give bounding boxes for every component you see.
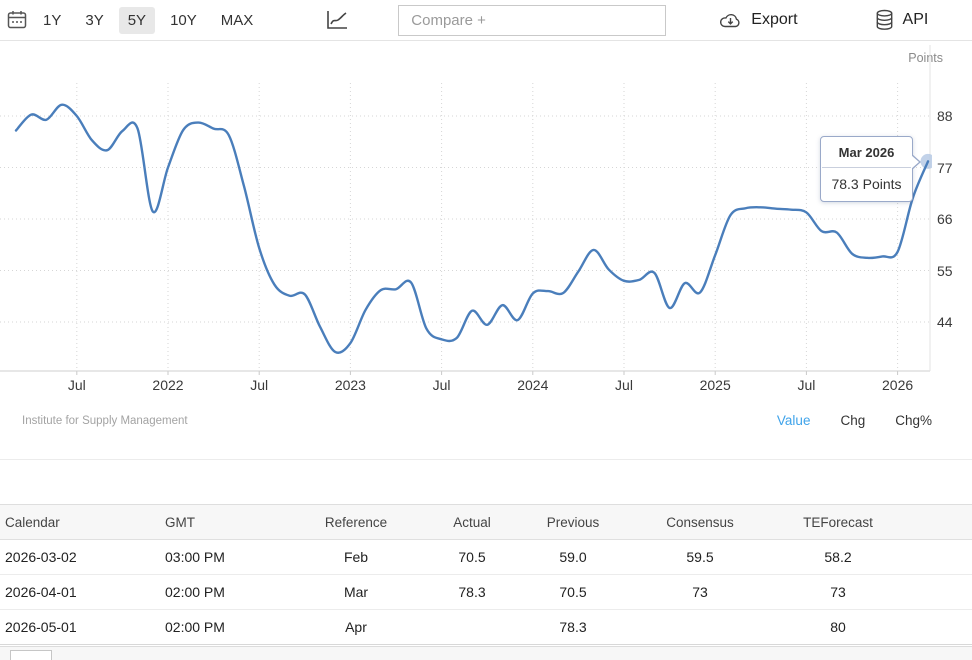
calendar-table-section: Calendar GMT Reference Actual Previous Consen…: [0, 504, 972, 645]
x-axis-label: 2025: [699, 377, 731, 393]
column-header-previous: Previous: [546, 514, 600, 530]
export-label: Export: [751, 11, 798, 28]
y-axis-unit-label: Points: [908, 51, 943, 65]
compare-field-wrap: [398, 4, 667, 36]
table-row: 2026-04-01 02:00 PM Mar 78.3 70.5 73 73: [0, 575, 972, 610]
mode-link-value[interactable]: Value: [776, 413, 811, 428]
table-cell: 02:00 PM: [165, 619, 225, 635]
x-axis-label: Jul: [615, 377, 633, 393]
table-cell: 73: [830, 584, 846, 600]
column-header-teforecast: TEForecast: [803, 514, 873, 530]
date-range-picker-button[interactable]: [6, 6, 28, 34]
api-button[interactable]: API: [874, 9, 929, 31]
x-axis-label: 2023: [334, 377, 366, 393]
y-axis-label: 55: [937, 262, 953, 279]
x-axis-label: Jul: [797, 377, 816, 393]
range-button-10y[interactable]: 10Y: [161, 7, 206, 34]
table-cell: 2026-04-01: [5, 584, 77, 600]
mode-link-chg-pct[interactable]: Chg%: [895, 413, 932, 428]
range-button-1y[interactable]: 1Y: [34, 7, 70, 34]
table-cell: 70.5: [458, 549, 486, 565]
column-header-calendar: Calendar: [5, 514, 60, 530]
x-axis-label: Jul: [250, 377, 269, 393]
table-cell: 59.0: [559, 549, 587, 565]
table-cell: 59.5: [686, 549, 714, 565]
bottom-strip: [0, 646, 972, 660]
table-cell: Feb: [343, 549, 369, 565]
tooltip-date: Mar 2026: [838, 145, 895, 160]
column-header-gmt: GMT: [165, 514, 195, 530]
column-header-actual: Actual: [453, 514, 491, 530]
table-cell: Mar: [343, 584, 369, 600]
table-cell: 73: [692, 584, 708, 600]
table-cell: 02:00 PM: [165, 584, 225, 600]
x-axis-label: 2024: [517, 377, 549, 393]
price-chart[interactable]: [0, 45, 932, 379]
table-cell: Apr: [345, 619, 367, 635]
table-cell: 78.3: [559, 619, 587, 635]
x-axis-labels: Jul 2022 Jul 2023 Jul 2024 Jul 2025 Jul 2026: [0, 377, 932, 397]
export-button[interactable]: Export: [718, 10, 798, 30]
y-axis-label: 66: [937, 211, 953, 227]
y-axis-label: 44: [937, 314, 953, 330]
range-button-max[interactable]: MAX: [212, 7, 263, 34]
table-cell: [624, 610, 776, 645]
table-cell: 58.2: [824, 549, 852, 565]
tooltip-arrow-fill: [911, 155, 919, 169]
source-attribution: Institute for Supply Management: [22, 415, 188, 427]
table-cell: 2026-03-02: [5, 549, 77, 565]
chart-type-button[interactable]: [324, 5, 350, 35]
table-row: 2026-03-02 03:00 PM Feb 70.5 59.0 59.5 58.2: [0, 540, 972, 575]
partial-button[interactable]: [10, 650, 52, 660]
section-divider: [0, 459, 972, 460]
calendar-table: Calendar GMT Reference Actual Previous Consen…: [0, 504, 972, 645]
compare-input[interactable]: [398, 4, 667, 36]
y-axis-label: 88: [937, 108, 953, 124]
table-cell: 80: [830, 619, 846, 635]
database-icon: [874, 9, 895, 31]
x-axis-label: 2026: [882, 377, 914, 393]
column-header-consensus: Consensus: [666, 514, 734, 530]
x-axis-label: 2022: [152, 377, 184, 393]
range-button-5y[interactable]: 5Y: [118, 6, 156, 34]
tooltip-value: 78.3 Points: [831, 176, 902, 192]
display-mode-links: Value Chg Chg%: [777, 413, 932, 428]
column-header-reference: Reference: [324, 514, 388, 530]
table-cell: 78.3: [458, 584, 486, 600]
chart-tooltip: Mar 2026 78.3 Points: [820, 136, 921, 202]
tooltip-divider: [822, 167, 911, 168]
table-cell: 70.5: [559, 584, 587, 600]
table-cell: 03:00 PM: [165, 549, 225, 565]
table-cell: [422, 610, 522, 645]
range-button-3y[interactable]: 3Y: [76, 7, 112, 34]
mode-link-chg[interactable]: Chg: [840, 413, 866, 428]
chart-toolbar: 1Y 3Y 5Y 10Y MAX Export: [0, 0, 972, 41]
calendar-icon: [6, 9, 28, 31]
y-axis-label: 77: [937, 159, 953, 176]
cloud-download-icon: [718, 10, 743, 30]
table-cell: 2026-05-01: [5, 619, 77, 635]
x-axis-label: Jul: [67, 377, 86, 393]
line-chart-icon: [324, 8, 350, 32]
x-axis-label: Jul: [432, 377, 451, 393]
table-row: 2026-05-01 02:00 PM Apr 78.3 80: [0, 610, 972, 645]
api-label: API: [902, 11, 929, 28]
